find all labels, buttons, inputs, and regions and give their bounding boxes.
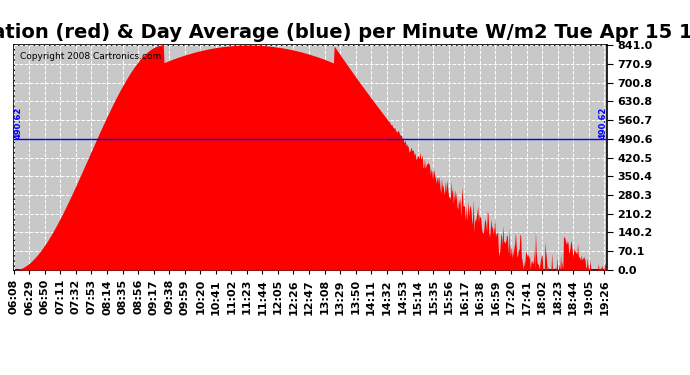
Text: 490.62: 490.62 [598, 106, 607, 139]
Text: 490.62: 490.62 [14, 106, 23, 139]
Text: Copyright 2008 Cartronics.com: Copyright 2008 Cartronics.com [20, 52, 161, 61]
Title: Solar Radiation (red) & Day Average (blue) per Minute W/m2 Tue Apr 15 19:38: Solar Radiation (red) & Day Average (blu… [0, 23, 690, 42]
